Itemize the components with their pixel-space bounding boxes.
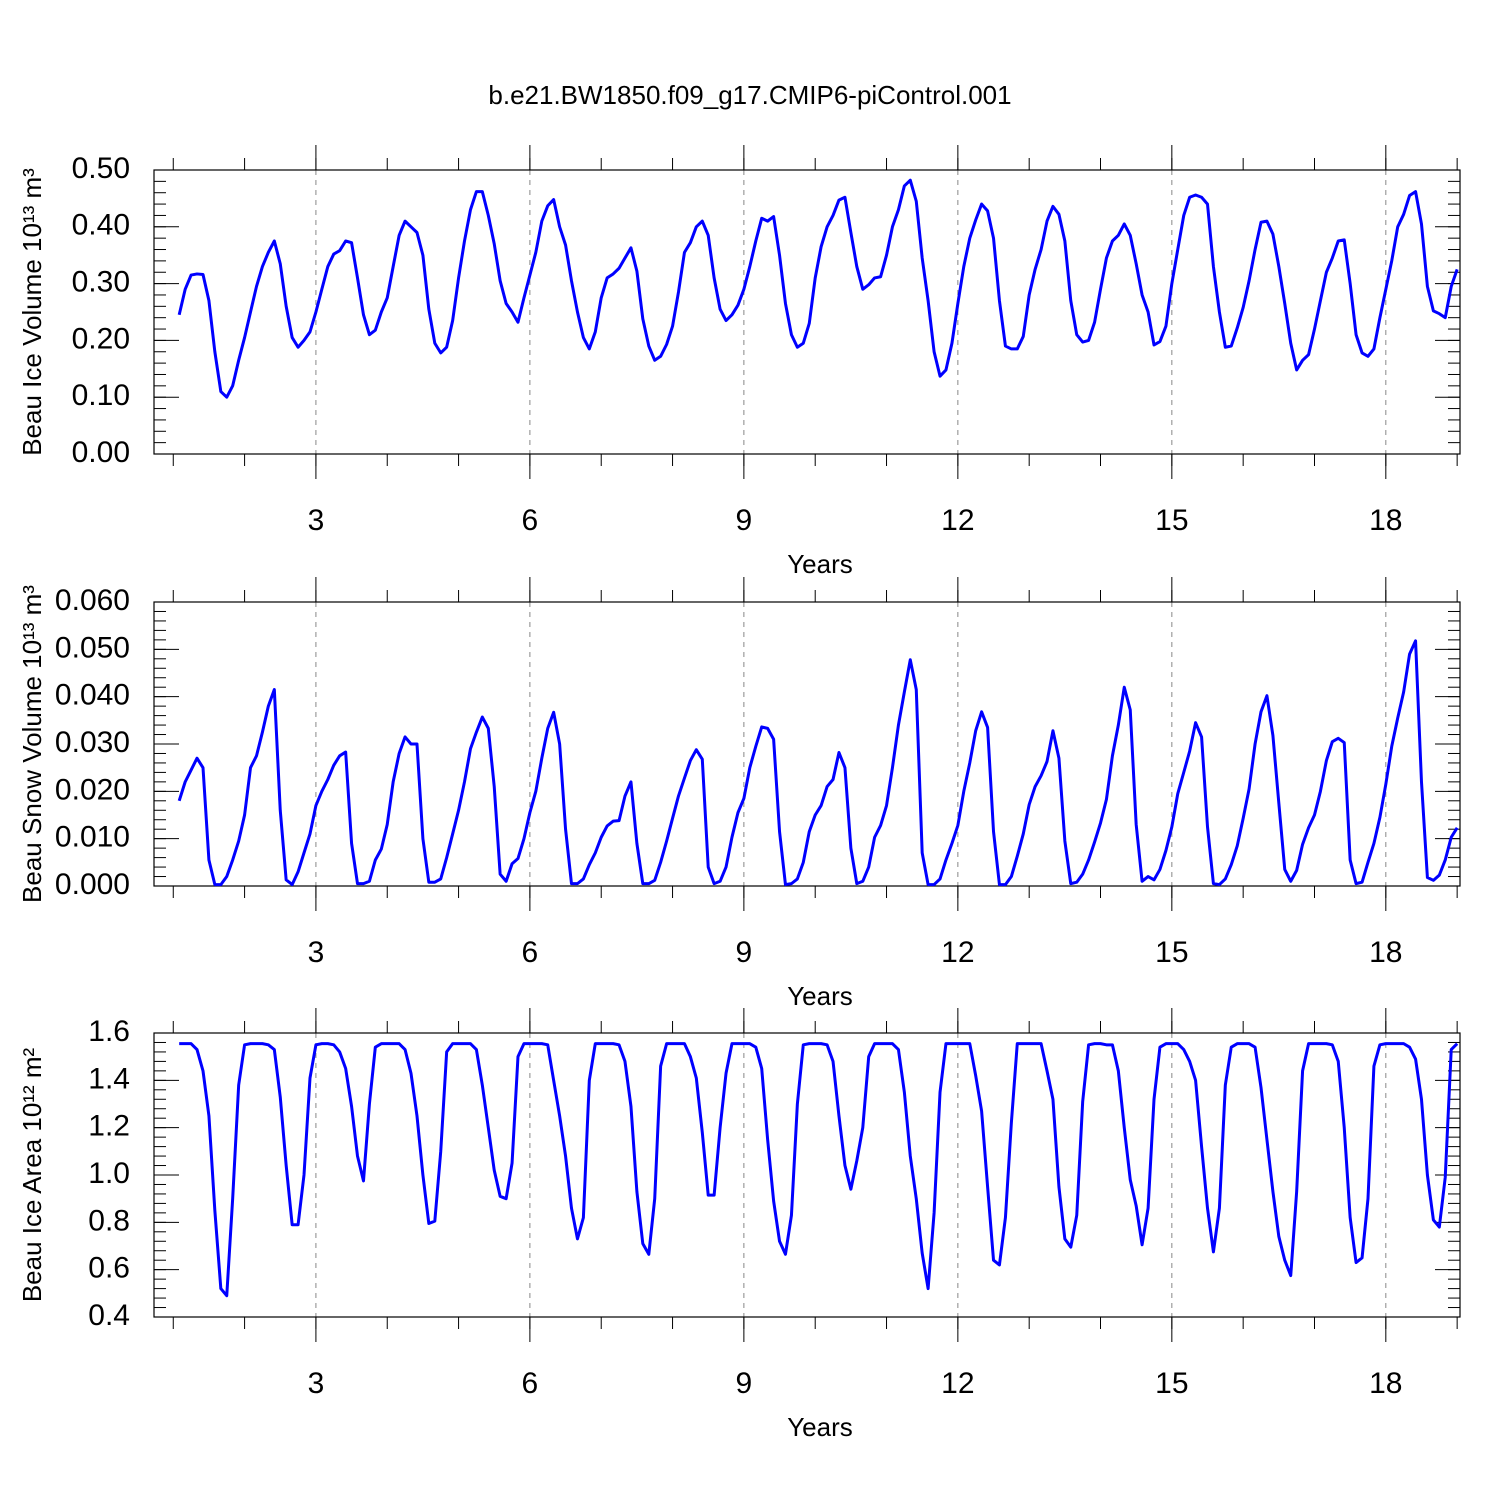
panel: 3 6 9 12 15 18 0.00 0.10 0.20 0.30 0.40 0.50 Years Be… (17, 145, 1461, 579)
x-tick-label: 6 (522, 504, 539, 537)
plot-frame (153, 1032, 1461, 1318)
x-tick-label: 18 (1369, 936, 1402, 969)
x-tick-label: 9 (736, 1367, 753, 1400)
y-tick-label: 0.6 (88, 1252, 130, 1285)
x-tick-label: 6 (522, 1367, 539, 1400)
x-tick-label: 18 (1369, 504, 1402, 537)
x-tick-label: 9 (736, 504, 753, 537)
y-axis-label: Beau Ice Volume 10¹³ m³ (17, 168, 47, 456)
y-tick-label: 0.000 (55, 868, 130, 901)
x-tick-label: 3 (308, 504, 325, 537)
y-tick-label: 0.40 (72, 209, 130, 242)
x-tick-label: 9 (736, 936, 753, 969)
panel: 3 6 9 12 15 18 0.4 0.6 0.8 1.0 1.2 1.4 1.6 Years Beau … (17, 1008, 1461, 1442)
y-tick-label: 0.50 (72, 152, 130, 185)
y-tick-label: 0.060 (55, 584, 130, 617)
y-tick-label: 0.30 (72, 266, 130, 299)
x-tick-label: 15 (1155, 504, 1188, 537)
plot-frame (153, 169, 1461, 455)
y-tick-label: 0.8 (88, 1204, 130, 1237)
data-line (177, 178, 1459, 399)
data-line (179, 1042, 1459, 1298)
x-axis-label: Years (787, 981, 853, 1011)
y-tick-label: 0.4 (88, 1299, 130, 1332)
y-tick-label: 0.10 (72, 379, 130, 412)
panel: 3 6 9 12 15 18 0.000 0.010 0.020 0.030 0.040 0.050 0… (17, 577, 1461, 1011)
x-axis-label: Years (787, 1412, 853, 1442)
plot-frame (153, 601, 1461, 887)
y-tick-label: 0.00 (72, 436, 130, 469)
y-tick-label: 0.040 (55, 679, 130, 712)
x-tick-label: 12 (941, 936, 974, 969)
y-tick-label: 1.0 (88, 1157, 130, 1190)
y-axis-label: Beau Snow Volume 10¹³ m³ (17, 585, 47, 903)
y-tick-label: 1.2 (88, 1110, 130, 1143)
y-tick-label: 0.010 (55, 821, 130, 854)
x-tick-label: 15 (1155, 1367, 1188, 1400)
x-tick-label: 15 (1155, 936, 1188, 969)
data-line (177, 639, 1459, 887)
y-axis-label: Beau Ice Area 10¹² m² (17, 1047, 47, 1302)
x-tick-label: 18 (1369, 1367, 1402, 1400)
y-tick-label: 0.20 (72, 322, 130, 355)
y-tick-label: 0.020 (55, 773, 130, 806)
y-tick-label: 0.030 (55, 726, 130, 759)
x-tick-label: 6 (522, 936, 539, 969)
y-tick-label: 1.6 (88, 1015, 130, 1048)
figure-title: b.e21.BW1850.f09_g17.CMIP6-piControl.001 (488, 80, 1011, 110)
y-tick-label: 1.4 (88, 1062, 130, 1095)
y-tick-label: 0.050 (55, 631, 130, 664)
x-axis-label: Years (787, 549, 853, 579)
x-tick-label: 12 (941, 1367, 974, 1400)
x-tick-label: 3 (308, 936, 325, 969)
x-tick-label: 12 (941, 504, 974, 537)
x-tick-label: 3 (308, 1367, 325, 1400)
